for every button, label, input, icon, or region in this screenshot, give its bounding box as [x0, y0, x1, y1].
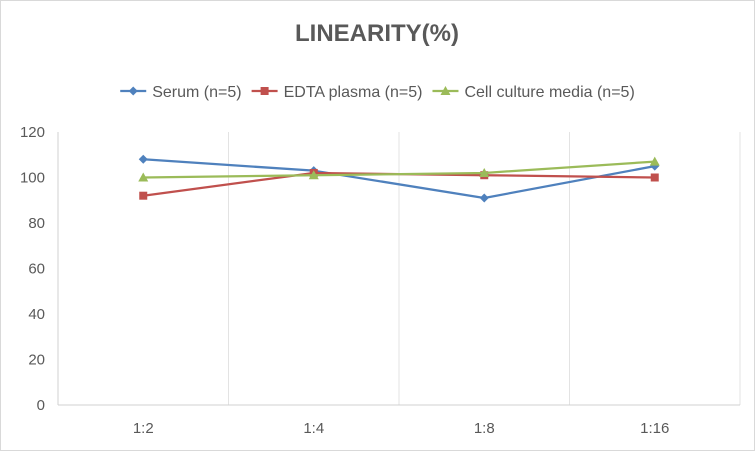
- data-point: [479, 193, 489, 203]
- gridlines: [228, 132, 741, 405]
- data-point: [138, 154, 148, 164]
- legend: Serum (n=5) EDTA plasma (n=5) Cell culture…: [120, 84, 635, 101]
- legend-item-3: Cell culture media (n=5): [432, 84, 635, 101]
- data-point: [650, 173, 659, 182]
- legend-label: Serum (n=5): [152, 84, 241, 101]
- y-tick-label: 80: [28, 215, 45, 232]
- axes: 0 20 40 60 80 100 120 1:2 1:4 1:8 1:16: [20, 124, 740, 437]
- legend-label: EDTA plasma (n=5): [284, 84, 423, 101]
- legend-marker: [128, 86, 138, 96]
- y-tick-label: 0: [37, 397, 45, 414]
- series-3: [138, 156, 660, 182]
- x-tick-label: 1:8: [474, 420, 495, 437]
- data-point: [138, 172, 149, 182]
- data-point: [308, 170, 319, 180]
- y-tick-label: 120: [20, 124, 45, 141]
- legend-marker: [440, 86, 451, 95]
- x-tick-label: 1:4: [303, 420, 324, 437]
- y-tick-label: 40: [28, 306, 45, 323]
- y-tick-label: 60: [28, 261, 45, 278]
- y-tick-label: 20: [28, 352, 45, 369]
- chart-title: LINEARITY(%): [295, 20, 459, 47]
- x-tick-label: 1:16: [640, 420, 669, 437]
- legend-item-1: Serum (n=5): [120, 84, 242, 101]
- data-point: [479, 167, 490, 177]
- legend-item-2: EDTA plasma (n=5): [251, 84, 423, 101]
- x-tick-label: 1:2: [133, 420, 154, 437]
- data-point: [139, 191, 148, 200]
- legend-marker: [260, 87, 269, 95]
- series-layer: [138, 154, 660, 203]
- legend-label: Cell culture media (n=5): [464, 84, 634, 101]
- data-point: [649, 156, 660, 166]
- y-tick-label: 100: [20, 170, 45, 187]
- series-line: [143, 160, 655, 179]
- series-line: [143, 158, 655, 200]
